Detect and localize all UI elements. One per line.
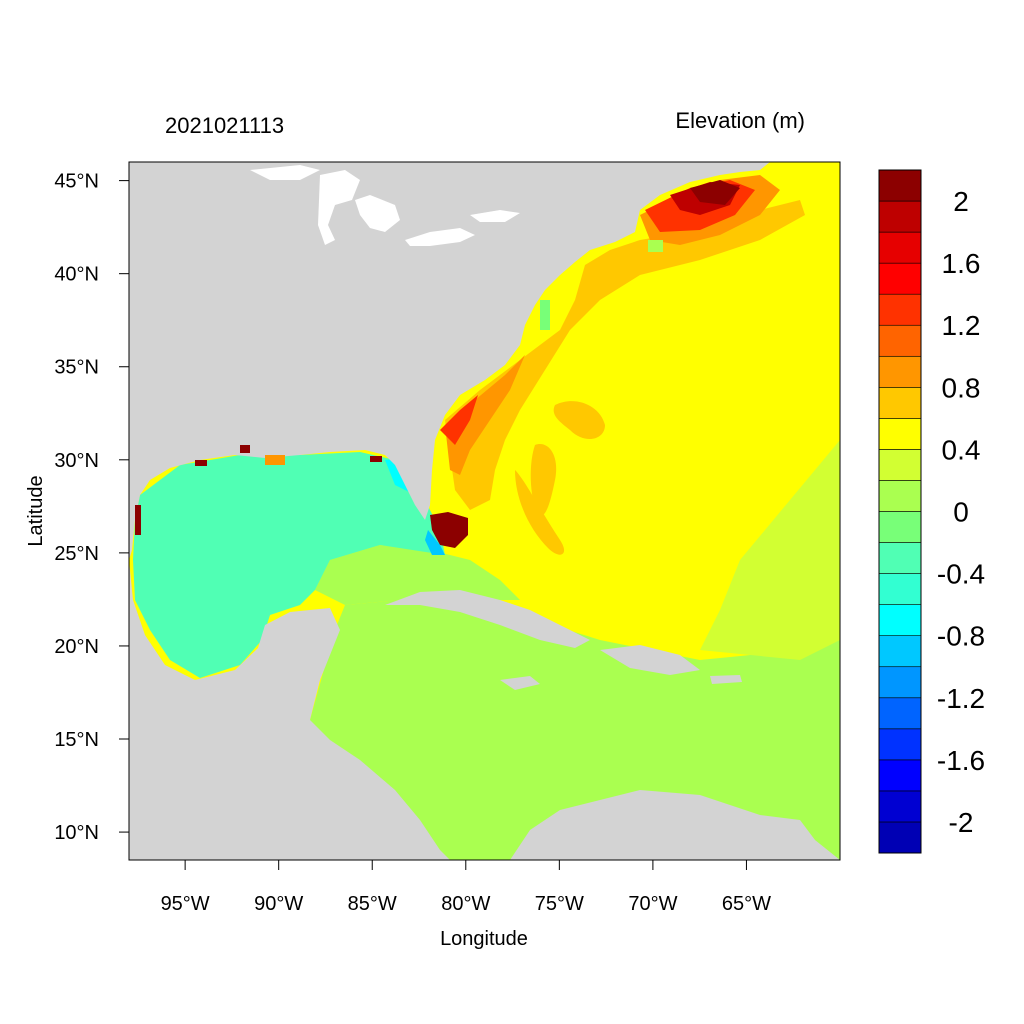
land — [129, 162, 840, 860]
y-tick-label: 45°N — [54, 171, 99, 193]
atlantic-east — [700, 440, 840, 660]
colorbar-swatch — [878, 821, 922, 854]
land-mexico-central-america — [129, 560, 450, 860]
colorbar-label: -1.2 — [937, 683, 985, 714]
gulf-coast-speckles — [135, 240, 663, 535]
y-axis: 45°N 40°N 35°N 30°N 25°N 20°N 15°N 10°N — [54, 171, 129, 844]
colorbar-label: -1.6 — [937, 745, 985, 776]
x-tick-label: 80°W — [441, 893, 490, 915]
colorbar-frame — [878, 169, 922, 854]
land-south-america — [510, 790, 840, 860]
colorbar-swatch — [878, 355, 922, 388]
south-florida-surge — [430, 512, 468, 548]
colorbar-label: 0.4 — [942, 434, 981, 465]
colorbar-swatch — [878, 790, 922, 823]
colorbar-label: -0.4 — [937, 559, 985, 590]
colorbar-label: 1.2 — [942, 310, 981, 341]
map-plot-area — [129, 162, 840, 860]
colorbar-label: 0 — [953, 497, 969, 528]
y-tick-label: 35°N — [54, 357, 99, 379]
colorbar-swatch — [878, 604, 922, 636]
y-tick-label: 25°N — [54, 543, 99, 565]
offshore-blob-2 — [530, 444, 557, 516]
colorbar-label: -2 — [949, 807, 974, 838]
map-frame — [128, 161, 841, 861]
colorbar-label: -0.8 — [937, 621, 985, 652]
y-tick-label: 40°N — [54, 264, 99, 286]
colorbar-swatch — [878, 573, 922, 605]
x-tick-label: 75°W — [535, 893, 584, 915]
florida-straits — [315, 545, 520, 605]
colorbar-swatch — [878, 542, 922, 574]
y-axis-title: Latitude — [25, 475, 47, 546]
gulf-of-maine-surge-max — [690, 180, 740, 205]
colorbar-swatch — [878, 169, 922, 202]
colorbar-swatch — [878, 697, 922, 730]
colorbar-swatch — [878, 759, 922, 792]
y-tick-label: 30°N — [54, 450, 99, 472]
colorbar-label: 1.6 — [942, 248, 981, 279]
y-tick-label: 20°N — [54, 636, 99, 658]
land-cuba — [385, 590, 590, 648]
colorbar-swatch — [878, 231, 922, 264]
y-tick-label: 15°N — [54, 729, 99, 751]
variable-title: Elevation (m) — [675, 108, 805, 133]
offshore-blob-1 — [553, 401, 605, 440]
florida-bay-low — [425, 530, 445, 555]
colorbar-swatch — [878, 324, 922, 357]
land-puerto-rico — [710, 675, 742, 684]
x-tick-label: 65°W — [722, 893, 771, 915]
offshore-blob-3 — [515, 470, 565, 555]
colorbar-swatch — [878, 200, 922, 233]
date-title: 2021021113 — [165, 113, 284, 138]
colorbar-swatch — [878, 728, 922, 761]
colorbar-swatch — [878, 635, 922, 668]
x-tick-label: 95°W — [161, 893, 210, 915]
colorbar-swatch — [878, 480, 922, 512]
surge-band-red — [440, 395, 478, 445]
colorbar-swatch — [878, 418, 922, 450]
colorbar-swatch — [878, 387, 922, 419]
x-tick-label: 70°W — [628, 893, 677, 915]
colorbar-label: 0.8 — [942, 372, 981, 403]
gulf-of-mexico — [133, 452, 445, 678]
colorbar-swatch — [878, 262, 922, 295]
land-hispaniola — [600, 645, 700, 675]
colorbar-swatch — [878, 666, 922, 699]
x-axis: 95°W 90°W 85°W 80°W 75°W 70°W 65°W — [161, 860, 771, 915]
colorbar-swatch — [878, 511, 922, 543]
x-tick-label: 85°W — [348, 893, 397, 915]
colorbar-label: 2 — [953, 186, 969, 217]
surge-band-dark-orange — [445, 355, 525, 475]
land-jamaica — [500, 676, 540, 690]
colorbar: -2 -1.6 -1.2 -0.8 -0.4 0 0.4 0.8 1.2 1.6 2 — [878, 169, 985, 854]
surge-band-orange — [445, 200, 805, 510]
great-lakes — [250, 165, 520, 246]
colorbar-swatch — [878, 449, 922, 481]
x-axis-title: Longitude — [440, 928, 528, 950]
land-north-america — [129, 162, 770, 560]
y-tick-label: 10°N — [54, 822, 99, 844]
x-tick-label: 90°W — [254, 893, 303, 915]
colorbar-swatch — [878, 293, 922, 326]
